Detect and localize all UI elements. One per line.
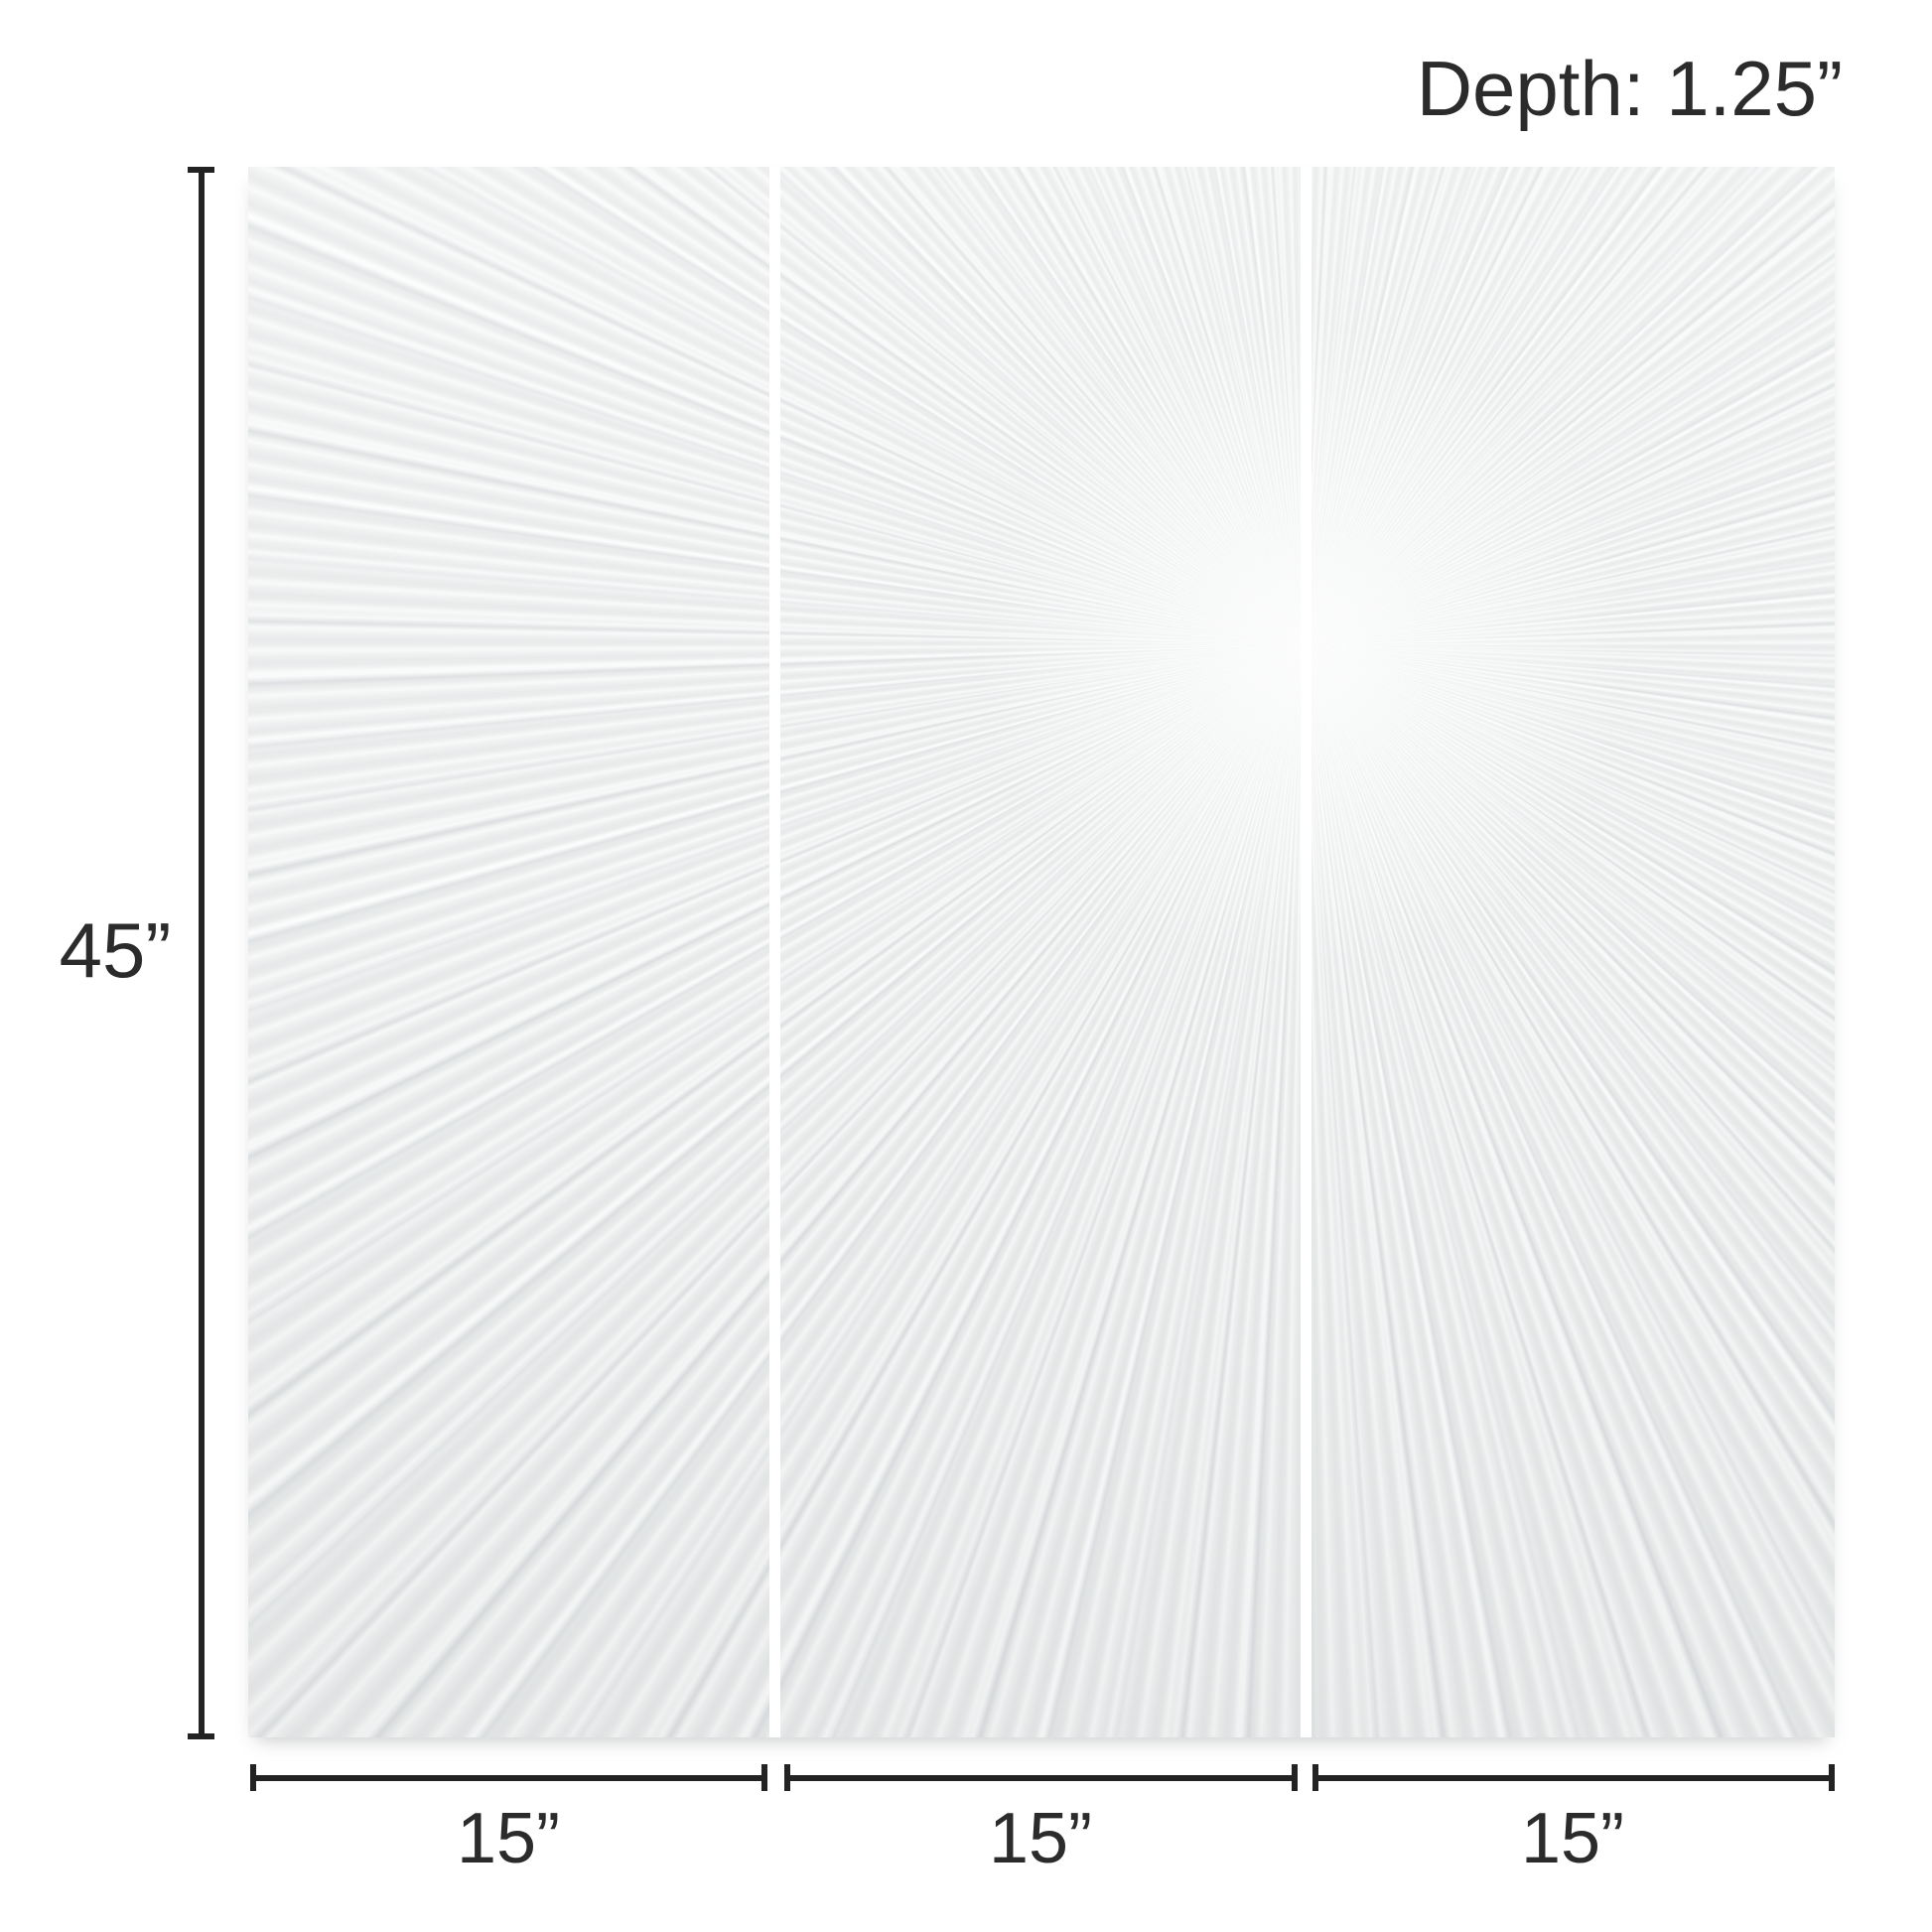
width-dimension-line-right [1312,1764,1835,1791]
width-dimension-label-left: 15” [456,1799,561,1878]
depth-dimension-label: Depth: 1.25” [1416,45,1843,132]
artwork-panel-left [248,167,769,1737]
panel-gap [769,167,780,1737]
artwork-panel-middle [780,167,1301,1737]
dimension-line [1312,1774,1835,1781]
width-dimension-label-right: 15” [1520,1799,1625,1878]
height-dimension-label: 45” [59,906,172,994]
dimension-end-cap [1292,1764,1298,1791]
width-dimension-label-middle: 15” [988,1799,1093,1878]
artwork-triptych [248,167,1835,1737]
dimension-line [198,167,205,1739]
width-dimension-line-middle [784,1764,1298,1791]
panel-gap [1301,167,1311,1737]
dimension-end-cap [761,1764,767,1791]
dimension-end-cap [1829,1764,1835,1791]
height-dimension-line [188,167,214,1739]
dimension-line [784,1774,1298,1781]
artwork-panel-right [1311,167,1835,1737]
dimension-end-cap [188,1733,214,1739]
width-dimension-line-left [250,1764,767,1791]
dimension-line [250,1774,767,1781]
